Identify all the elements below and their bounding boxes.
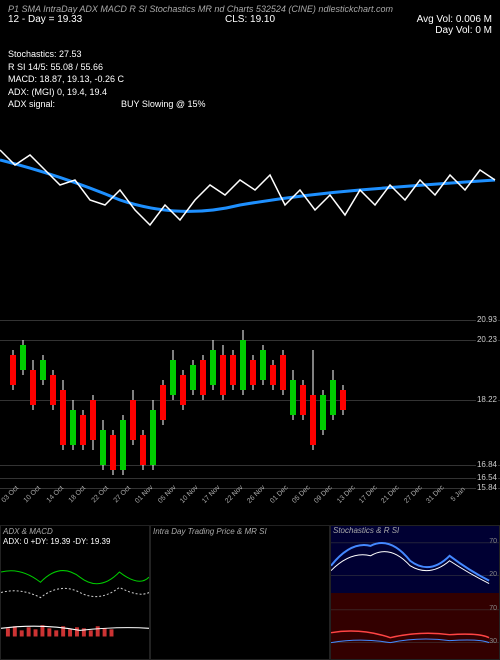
price-label: 16.54 [476, 473, 498, 482]
grid-line [0, 320, 500, 321]
stochastics-panel: Stochastics & R SI 70 20 70 30 [330, 525, 500, 660]
grid-line [0, 340, 500, 341]
price-label: 15.84 [476, 483, 498, 492]
header: P1 SMA IntraDay ADX MACD R SI Stochastic… [0, 0, 500, 100]
price-label: 18.22 [476, 395, 498, 404]
stoch-bottom: 70 30 [331, 593, 499, 660]
stoch-title: Stochastics & R SI [331, 525, 401, 536]
day-vol: Day Vol: 0 M [417, 25, 492, 36]
macd-histogram [1, 625, 149, 636]
buy-signal: BUY Slowing @ 15% [121, 98, 206, 111]
intraday-panel: Intra Day Trading Price & MR SI [150, 525, 330, 660]
stochastics-value: Stochastics: 27.53 [8, 48, 492, 61]
stoch-blue-line [331, 543, 489, 581]
rsi-blue-line [331, 639, 489, 643]
price-label: 20.23 [476, 335, 498, 344]
grid-line [0, 465, 500, 466]
rsi-red-line [331, 631, 489, 638]
adx-signal-label: ADX signal: [8, 98, 55, 111]
indicators-text: P1 SMA IntraDay ADX MACD R SI Stochastic… [8, 4, 393, 14]
price-label: 16.84 [476, 460, 498, 469]
date-axis: 03 Oct10 Oct14 Oct18 Oct22 Oct27 Oct01 N… [0, 500, 470, 520]
indicator-row: P1 SMA IntraDay ADX MACD R SI Stochastic… [8, 4, 492, 14]
grid-line [0, 400, 500, 401]
grid-line [0, 488, 500, 489]
adx-value: ADX: (MGI) 0, 19.4, 19.4 [8, 86, 492, 99]
day-value: 12 - Day = 19.33 [8, 14, 82, 36]
bottom-panels: ADX & MACD ADX: 0 +DY: 19.39 -DY: 19.39 … [0, 525, 500, 660]
info-block: Stochastics: 27.53 R SI 14/5: 55.08 / 55… [8, 48, 492, 111]
adx-line-green [1, 571, 149, 584]
intraday-title: Intra Day Trading Price & MR SI [151, 526, 329, 537]
avg-vol: Avg Vol: 0.006 M [417, 14, 492, 25]
candlestick-chart: 20.93 20.23 18.22 16.84 16.5415.84 [0, 300, 500, 500]
price-label: 20.93 [476, 315, 498, 324]
adx-macd-panel: ADX & MACD ADX: 0 +DY: 19.39 -DY: 19.39 [0, 525, 150, 660]
cls-value: CLS: 19.10 [225, 14, 275, 25]
macd-value: MACD: 18.87, 19.13, -0.26 C [8, 73, 492, 86]
line-chart [0, 130, 500, 270]
adx-line-white [1, 587, 149, 597]
rsi-value: R SI 14/5: 55.08 / 55.66 [8, 61, 492, 74]
grid-line [0, 478, 500, 479]
white-price-line [0, 150, 495, 225]
